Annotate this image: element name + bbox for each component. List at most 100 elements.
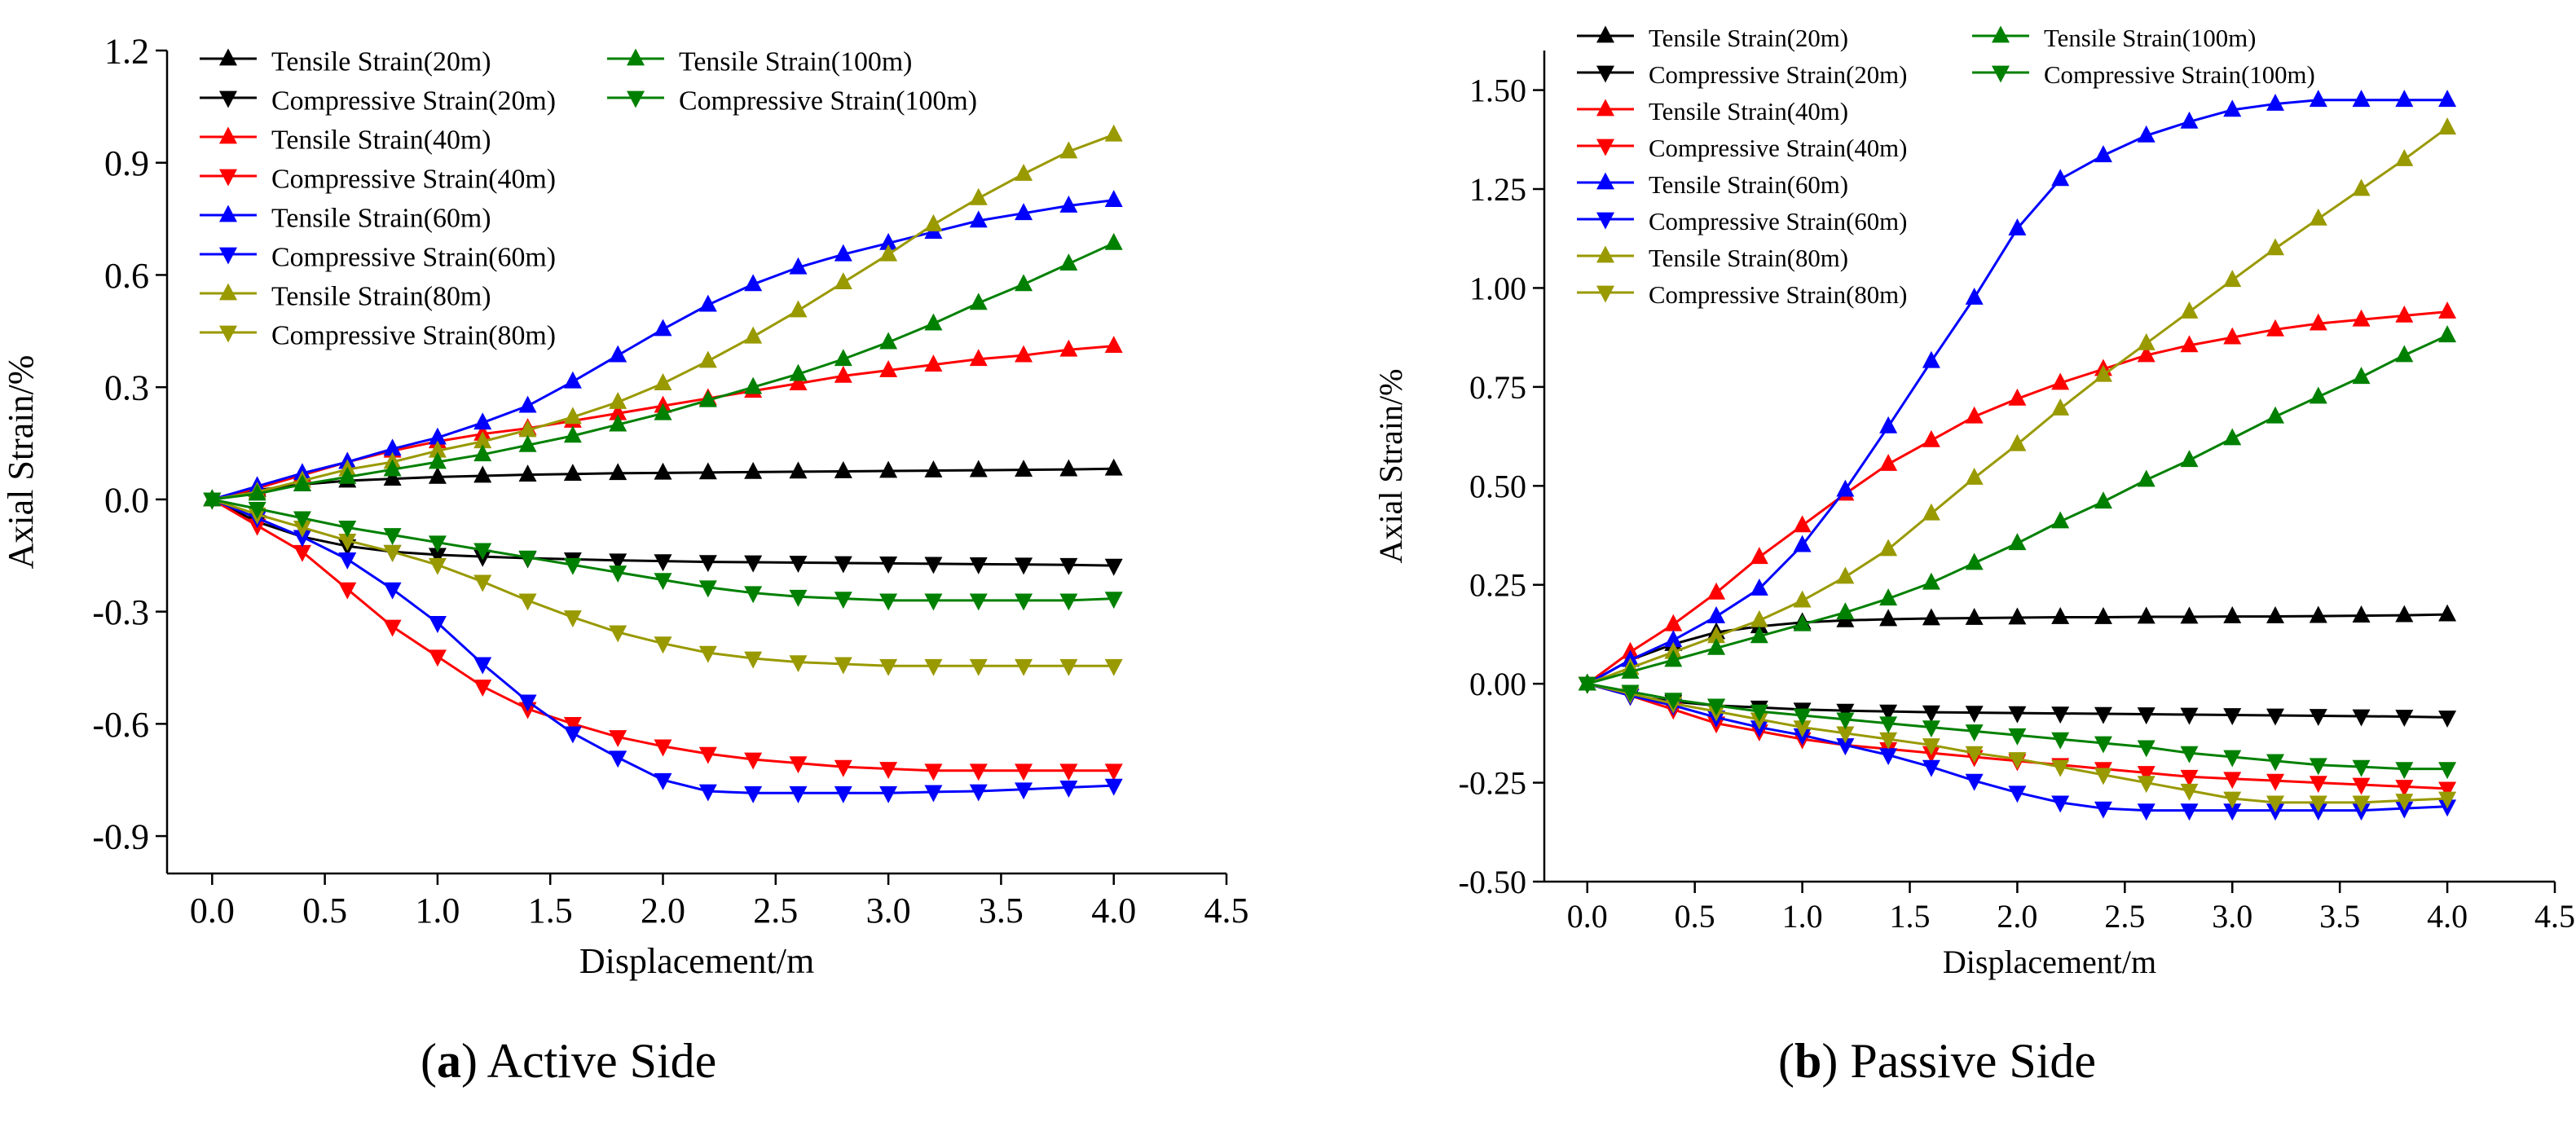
caption-letter: a [436,1034,461,1088]
x-tick-label: 4.0 [1091,891,1136,931]
data-point [293,511,311,529]
data-point [2051,511,2070,529]
data-point [698,746,717,764]
data-point [2051,706,2070,724]
legend-marker [1596,172,1614,190]
data-point [654,772,672,790]
data-point [969,187,988,205]
data-point [2051,732,2070,750]
data-point [834,244,852,262]
legend-label: Tensile Strain(20m) [271,47,491,77]
data-point [609,345,627,363]
series [203,492,1123,611]
data-point [2309,776,2327,794]
data-point [1879,704,1898,722]
data-point [2309,386,2327,404]
data-point [2395,149,2414,166]
data-point [2309,758,2327,776]
data-point [744,274,763,292]
data-point [1059,459,1078,477]
data-point [1578,676,1596,694]
data-point [2094,706,2112,724]
data-point [1015,163,1033,181]
data-point [1922,608,1940,626]
data-point [338,552,357,570]
data-point [1104,336,1123,354]
data-point [2352,777,2371,795]
data-point [1664,693,1683,711]
data-point [1879,609,1898,627]
y-tick-label: 0.3 [104,368,149,408]
data-point [2094,736,2112,754]
legend-label: Tensile Strain(40m) [1649,98,1848,125]
data-point [1922,738,1940,755]
data-point [789,257,808,275]
data-point [1922,350,1940,368]
data-point [563,407,582,425]
data-point [609,392,627,409]
data-point [2309,795,2327,813]
data-point [744,586,763,604]
data-point [1707,626,1726,644]
y-axis-label: Axial Strain/% [1372,369,1409,564]
data-point [924,460,943,477]
legend-marker [219,90,237,108]
x-tick-label: 0.5 [302,891,347,931]
data-point [2051,607,2070,624]
series [203,232,1123,507]
x-tick-label: 3.5 [2319,898,2360,935]
data-point [1793,614,1812,631]
y-tick-label: -0.25 [1459,765,1526,802]
data-point [698,555,717,573]
legend-item: Compressive Strain(20m) [1577,61,1907,89]
y-tick-label: -0.50 [1459,864,1526,900]
x-tick-label: 2.0 [641,891,685,931]
data-point [698,350,717,368]
data-point [1104,124,1123,142]
data-point [2266,795,2285,813]
x-tick-label: 4.5 [1204,891,1249,931]
legend-item: Compressive Strain(60m) [1577,208,1907,235]
legend-item: Tensile Strain(20m) [1577,24,1848,52]
data-point [2008,433,2027,451]
legend-marker [219,283,237,301]
data-point [1015,460,1033,477]
data-point [293,474,311,491]
legend-marker [627,48,645,66]
y-tick-label: 0.0 [104,480,149,520]
data-point [518,694,537,712]
data-point [834,556,852,574]
legend-marker [1992,25,2010,43]
legend-marker [219,247,237,265]
legend: Tensile Strain(20m) Compressive Strain(20… [200,47,977,351]
y-tick-label: 0.00 [1469,666,1526,702]
legend-marker [1596,25,1614,43]
data-point [879,244,898,262]
data-point [834,592,852,609]
data-point [969,460,988,477]
data-point [1965,406,1984,424]
legend-item: Tensile Strain(100m) [1972,24,2256,52]
data-point [2309,605,2327,623]
data-point [2266,606,2285,623]
data-point [698,294,717,312]
legend-marker [1596,212,1614,230]
legend-marker [1596,139,1614,156]
data-point [609,730,627,747]
legend-label: Compressive Strain(60m) [1649,208,1907,235]
data-point [1104,232,1123,250]
data-point [518,593,537,611]
data-point [2352,759,2371,777]
data-point [1965,552,1984,570]
data-point [2223,708,2242,726]
x-tick-label: 4.5 [2534,898,2575,935]
legend-item: Tensile Strain(60m) [200,204,491,234]
data-point [789,785,808,803]
data-point [1059,557,1078,575]
data-point [1965,468,1984,485]
data-point [2352,178,2371,196]
data-point [789,756,808,774]
data-point [1059,593,1078,611]
data-point [924,213,943,231]
data-point [1059,781,1078,798]
